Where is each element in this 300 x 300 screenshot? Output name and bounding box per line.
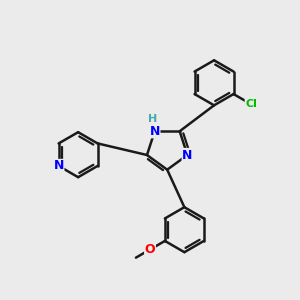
Text: O: O (145, 243, 155, 256)
Text: H: H (148, 114, 157, 124)
Text: N: N (182, 148, 193, 161)
Text: N: N (149, 125, 160, 138)
Text: Cl: Cl (245, 99, 257, 109)
Text: N: N (53, 159, 64, 172)
